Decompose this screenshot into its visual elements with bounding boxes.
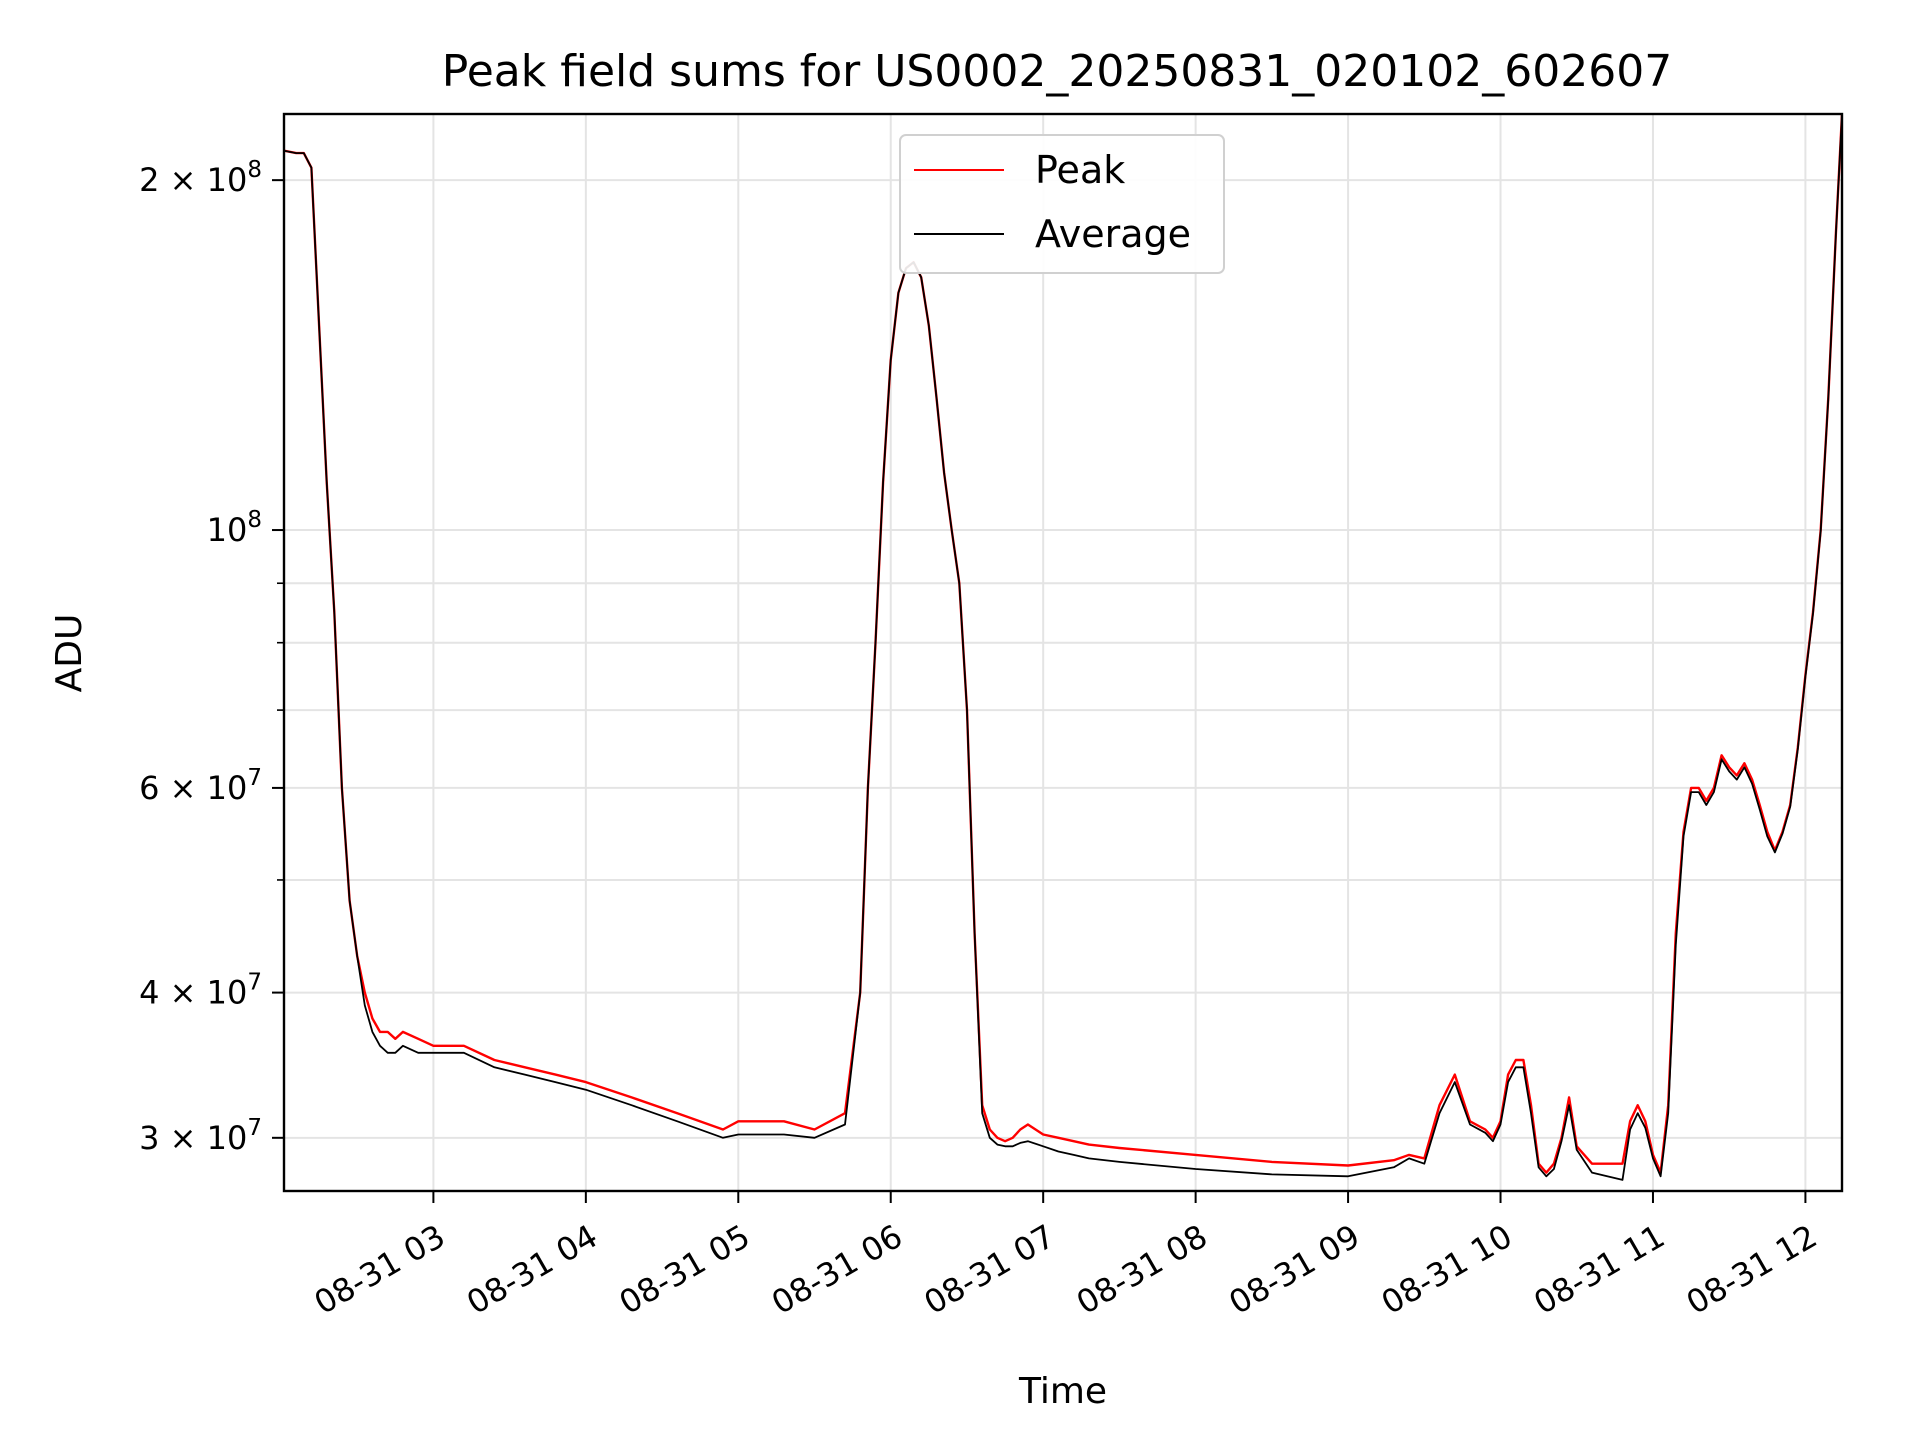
series-line-peak <box>284 114 1842 1174</box>
x-tick-label: 08-31 08 <box>1070 1217 1214 1322</box>
x-tick-label: 08-31 11 <box>1527 1217 1671 1322</box>
y-tick-label: 6 × 107 <box>139 765 262 807</box>
x-tick-label: 08-31 07 <box>918 1217 1062 1322</box>
y-tick-label: 108 <box>207 507 262 549</box>
y-tick-label: 3 × 107 <box>139 1115 262 1157</box>
legend-peak-label: Peak <box>1035 148 1125 192</box>
x-tick-label: 08-31 04 <box>460 1217 604 1322</box>
series-line-average <box>284 114 1842 1181</box>
plot-frame <box>282 112 1844 1193</box>
legend-average-label: Average <box>1035 212 1191 256</box>
series-layer <box>284 114 1842 1181</box>
x-tick-label: 08-31 10 <box>1375 1217 1519 1322</box>
y-axis-label: ADU <box>49 614 90 693</box>
x-axis-ticks: 08-31 03 08-31 04 08-31 05 08-31 06 08-31 07… <box>308 1191 1824 1322</box>
y-tick-label: 2 × 108 <box>139 157 262 199</box>
y-tick-label: 4 × 107 <box>139 970 262 1012</box>
x-axis-label: Time <box>1018 1371 1107 1412</box>
chart-title: Peak field sums for US0002_20250831_0201… <box>442 46 1672 97</box>
x-tick-label: 08-31 05 <box>613 1217 757 1322</box>
y-axis-ticks: 3 × 107 4 × 107 6 × 107 108 2 × 108 <box>139 157 284 1157</box>
x-tick-label: 08-31 06 <box>765 1217 909 1322</box>
x-tick-label: 08-31 12 <box>1680 1217 1824 1322</box>
x-tick-label: 08-31 03 <box>308 1217 452 1322</box>
grid <box>284 114 1842 1191</box>
x-tick-label: 08-31 09 <box>1222 1217 1366 1322</box>
legend: Peak Average <box>899 134 1225 274</box>
